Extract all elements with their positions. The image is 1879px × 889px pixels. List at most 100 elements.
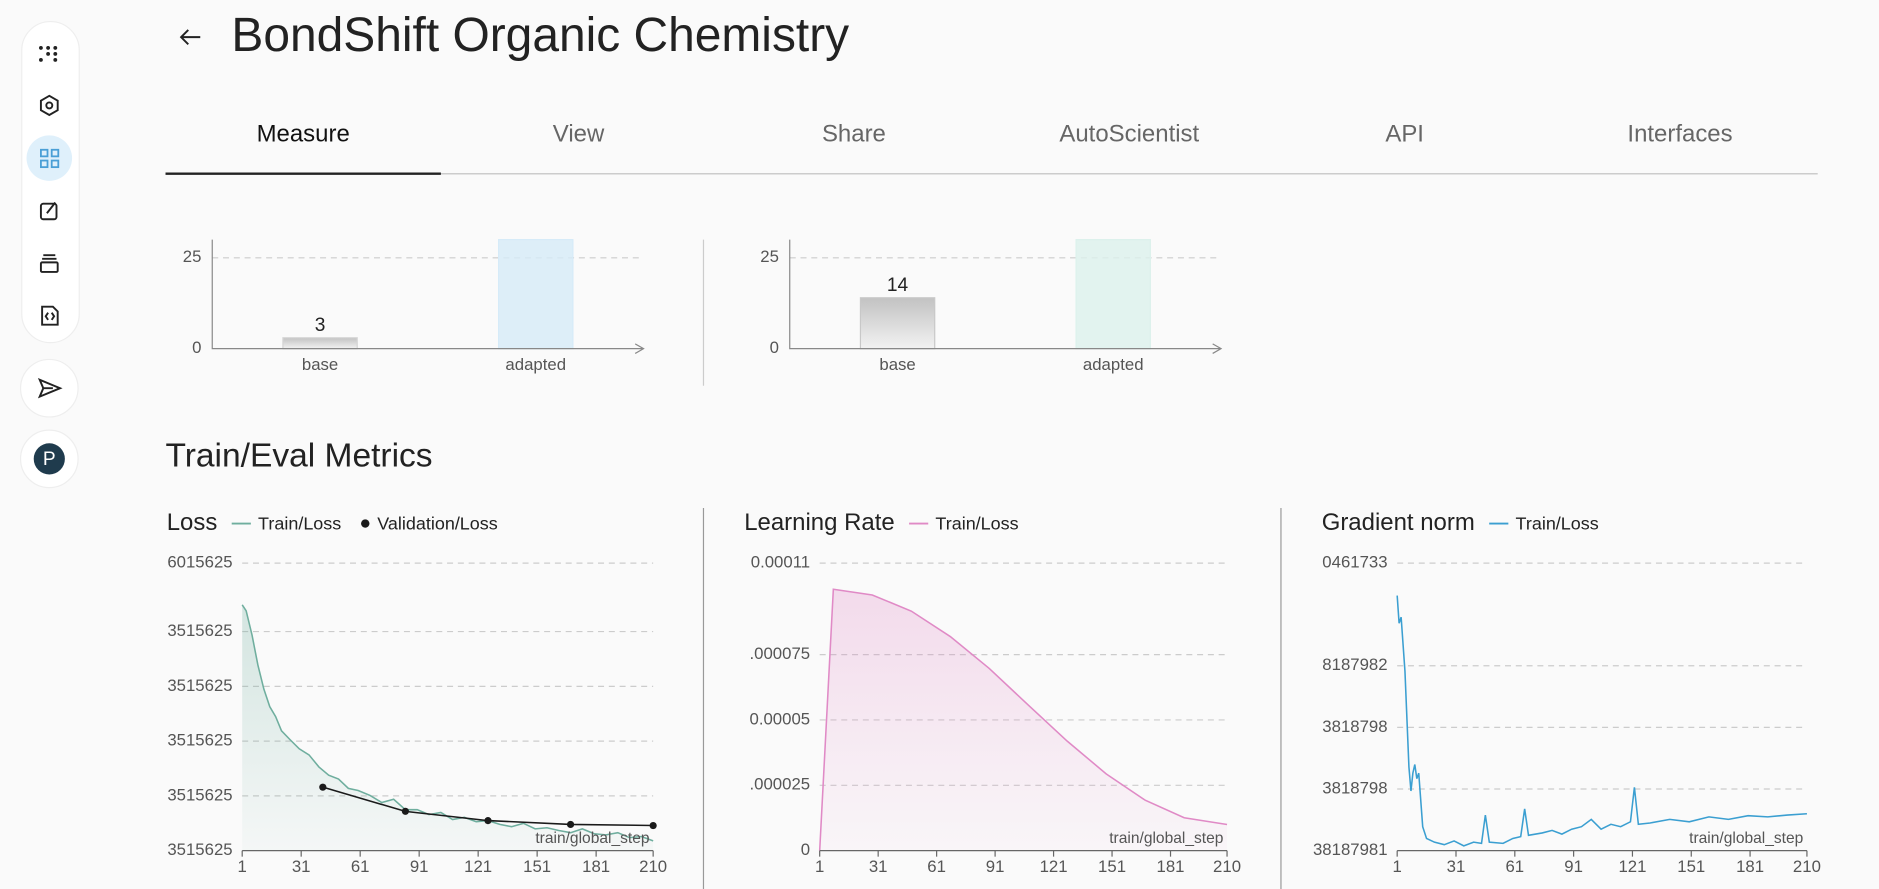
x-axis-label: train/global_step	[535, 830, 649, 847]
x-tick-label: 31	[869, 857, 888, 876]
bar	[282, 337, 358, 350]
avatar	[33, 443, 65, 475]
tab[interactable]: Share	[822, 121, 886, 148]
x-tick-label: adapted	[505, 355, 566, 374]
nav-icon[interactable]	[39, 94, 59, 117]
legend-label: Train/Loss	[258, 514, 341, 534]
y-tick-label: 3515625	[167, 785, 232, 804]
legend-label: Train/Loss	[935, 514, 1018, 534]
x-tick-label: 181	[1157, 857, 1185, 876]
x-tick-label: 210	[639, 857, 667, 876]
page-title: BondShift Organic Chemistry	[231, 9, 849, 62]
sidebar: P	[19, 20, 80, 489]
column-highlight	[497, 239, 574, 350]
x-tick-label: 151	[1098, 857, 1126, 876]
y-tick-label: 0.00011	[751, 553, 810, 572]
legend-label: Validation/Loss	[377, 514, 498, 534]
x-tick-label: 61	[1505, 857, 1524, 876]
nav-active	[26, 135, 73, 181]
chart-title: Gradient norm	[1322, 509, 1475, 536]
nav-icon[interactable]	[38, 46, 58, 62]
marker	[484, 817, 492, 825]
y-tick-label: 38187981	[1313, 840, 1388, 859]
y-tick-label: 25	[183, 247, 202, 266]
chart-title: Learning Rate	[744, 509, 894, 536]
y-tick-label: 0461733	[1322, 553, 1387, 572]
back-button[interactable]	[179, 29, 201, 46]
x-axis-label: train/global_step	[1109, 830, 1223, 847]
x-tick-label: 31	[292, 857, 311, 876]
series-line	[818, 588, 1228, 851]
x-tick-label: 151	[1677, 857, 1705, 876]
x-tick-label: 61	[351, 857, 370, 876]
avatar-letter: P	[43, 449, 56, 470]
nav-icon[interactable]	[39, 201, 58, 221]
y-tick-label: 8187982	[1322, 655, 1387, 674]
axis	[211, 239, 645, 354]
series-line	[241, 604, 654, 842]
y-tick-label: 25	[760, 247, 779, 266]
tab[interactable]: Interfaces	[1627, 121, 1732, 148]
tab[interactable]: Measure	[257, 121, 350, 148]
x-tick-label: 1	[815, 857, 824, 876]
x-tick-label: 61	[927, 857, 946, 876]
y-tick-label: .000075	[749, 644, 810, 663]
x-tick-label: adapted	[1083, 355, 1144, 374]
y-tick-label: 3515625	[167, 731, 232, 750]
x-tick-label: 210	[1793, 857, 1821, 876]
area	[819, 589, 1228, 851]
y-tick-label: 0.00005	[749, 709, 810, 728]
column-highlight	[1075, 239, 1151, 350]
y-tick-label: 0	[801, 840, 810, 859]
x-tick-label: base	[879, 355, 915, 374]
x-tick-label: 1	[1393, 857, 1402, 876]
x-axis-label: train/global_step	[1689, 830, 1803, 847]
legend-label: Train/Loss	[1516, 514, 1599, 534]
legend-swatch	[361, 519, 370, 528]
x-tick-label: 121	[464, 857, 492, 876]
marker	[649, 821, 657, 830]
area	[242, 604, 654, 851]
series-line	[1396, 595, 1807, 847]
bar	[859, 297, 936, 350]
marker	[401, 807, 409, 815]
section-title: Train/Eval Metrics	[166, 438, 433, 475]
x-tick-label: 91	[1564, 857, 1583, 876]
y-tick-label: 3515625	[167, 676, 232, 695]
y-tick-label: 3515625	[167, 621, 232, 640]
nav-icon[interactable]	[39, 254, 59, 273]
nav-icon[interactable]	[41, 305, 59, 326]
x-tick-label: 181	[582, 857, 610, 876]
x-tick-label: 210	[1213, 857, 1241, 876]
x-tick-label: 91	[410, 857, 429, 876]
y-tick-label: 3818798	[1322, 717, 1387, 736]
marker	[319, 783, 327, 791]
tab[interactable]: View	[553, 121, 605, 148]
value-label: 14	[887, 275, 909, 296]
x-tick-label: 31	[1447, 857, 1466, 876]
send-icon	[37, 378, 63, 399]
marker	[566, 820, 575, 829]
y-tick-label: .000025	[749, 775, 810, 794]
y-tick-label: 3818798	[1322, 778, 1387, 797]
tab[interactable]: AutoScientist	[1059, 121, 1199, 148]
tab[interactable]: API	[1385, 121, 1424, 148]
y-tick-label: 0	[192, 338, 201, 357]
y-tick-label: 0	[770, 338, 779, 357]
nav-icon[interactable]	[40, 148, 60, 169]
x-tick-label: 121	[1618, 857, 1646, 876]
sidebar-panel	[21, 20, 80, 344]
axis	[789, 239, 1223, 354]
x-tick-label: 181	[1736, 857, 1764, 876]
x-tick-label: 91	[986, 857, 1005, 876]
y-tick-label: 3515625	[167, 840, 232, 859]
chart-title: Loss	[167, 509, 218, 536]
x-tick-label: 1	[238, 857, 247, 876]
value-label: 3	[315, 315, 326, 336]
x-tick-label: base	[302, 355, 338, 374]
y-tick-label: 6015625	[167, 553, 232, 572]
x-tick-label: 121	[1040, 857, 1068, 876]
x-tick-label: 151	[523, 857, 551, 876]
